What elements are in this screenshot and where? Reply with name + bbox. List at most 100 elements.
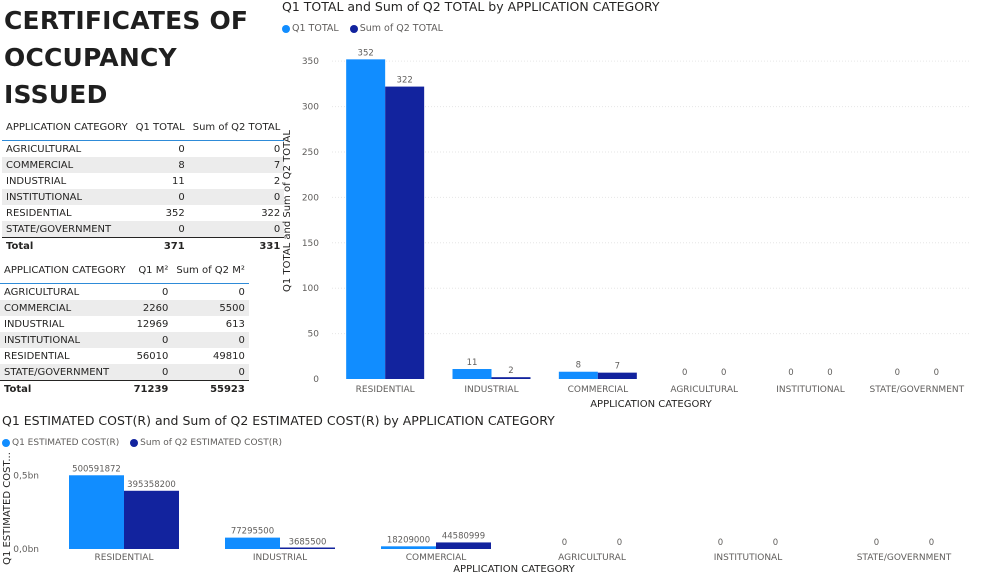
column-header[interactable]: Sum of Q2 TOTAL xyxy=(192,121,281,133)
x-tick-label: RESIDENTIAL xyxy=(95,553,154,563)
table-cell: 322 xyxy=(261,207,281,219)
table-cell: 0 xyxy=(238,334,245,346)
y-tick-label: 200 xyxy=(302,193,319,203)
table-row[interactable]: STATE/GOVERNMENT 0 0 xyxy=(2,221,285,238)
bar xyxy=(381,546,436,549)
legend-swatch xyxy=(282,24,290,33)
bar xyxy=(385,86,425,380)
y-tick-label: 300 xyxy=(302,103,319,113)
column-header[interactable]: APPLICATION CATEGORY xyxy=(4,264,126,276)
table-cell: 0 xyxy=(162,286,169,298)
legend-swatch xyxy=(349,24,358,33)
bar xyxy=(69,475,124,549)
table-row[interactable]: AGRICULTURAL 0 0 xyxy=(0,284,249,301)
table-cell: INDUSTRIAL xyxy=(6,175,67,187)
table-row[interactable]: AGRICULTURAL 0 0 xyxy=(2,141,284,158)
table-cell: INSTITUTIONAL xyxy=(4,334,81,346)
table-cell: INSTITUTIONAL xyxy=(6,191,83,203)
page-title: CERTIFICATES OF OCCUPANCY ISSUED xyxy=(4,2,264,113)
bar xyxy=(124,490,179,549)
data-label: 18209000 xyxy=(387,535,430,545)
data-label: 0 xyxy=(827,368,832,378)
page-title-line: OCCUPANCY xyxy=(4,43,177,72)
data-label: 77295500 xyxy=(231,527,274,537)
table-cell: STATE/GOVERNMENT xyxy=(6,223,112,235)
data-label: 0 xyxy=(874,538,879,548)
y-tick-label: 100 xyxy=(302,284,319,294)
legend-swatch xyxy=(130,439,139,447)
data-label: 0 xyxy=(934,368,939,378)
chart-legend: Q1 TOTAL Sum of Q2 TOTAL xyxy=(282,23,451,34)
legend-item[interactable]: Sum of Q2 TOTAL xyxy=(349,23,443,34)
data-label: 0 xyxy=(773,538,778,548)
column-header[interactable]: Sum of Q2 M² xyxy=(176,264,245,276)
table-row[interactable]: INDUSTRIAL 12969 613 xyxy=(0,316,249,332)
table-row[interactable]: COMMERCIAL 8 7 xyxy=(2,157,285,173)
data-label: 7 xyxy=(615,362,620,372)
data-label: 0 xyxy=(617,538,622,548)
bar xyxy=(436,542,491,549)
table-row[interactable]: RESIDENTIAL 352 322 xyxy=(2,205,284,221)
total-cell: 371 xyxy=(131,237,189,255)
x-tick-label: RESIDENTIAL xyxy=(356,385,415,395)
table-cell: AGRICULTURAL xyxy=(6,143,82,155)
data-label: 0 xyxy=(895,368,900,378)
x-tick-label: INSTITUTIONAL xyxy=(714,553,782,563)
x-tick-label: INDUSTRIAL xyxy=(464,385,518,395)
table-row[interactable]: INDUSTRIAL 11 2 xyxy=(2,173,284,189)
legend-item[interactable]: Q1 ESTIMATED COST(R) xyxy=(2,438,119,449)
x-axis-title: APPLICATION CATEGORY xyxy=(590,399,712,410)
page-title-line: CERTIFICATES OF xyxy=(4,6,249,35)
table-cell: 2 xyxy=(273,175,281,187)
data-label: 352 xyxy=(358,48,374,58)
x-tick-label: INDUSTRIAL xyxy=(253,553,307,563)
y-tick-label: 150 xyxy=(302,239,319,249)
data-label: 44580999 xyxy=(442,531,485,541)
table-header-row: APPLICATION CATEGORY Q1 TOTAL Sum of Q2 … xyxy=(2,114,285,141)
table-row[interactable]: COMMERCIAL 2260 5500 xyxy=(0,300,249,316)
y-axis-title: Q1 ESTIMATED COST... xyxy=(2,452,13,565)
table-cell: RESIDENTIAL xyxy=(4,350,70,362)
total-cell: Total xyxy=(2,237,132,255)
table-row[interactable]: RESIDENTIAL 56010 49810 xyxy=(0,348,249,364)
data-label: 500591872 xyxy=(72,464,121,474)
table-cell: 7 xyxy=(273,159,281,171)
table-row[interactable]: INSTITUTIONAL 0 0 xyxy=(0,332,249,348)
table-cell: 0 xyxy=(178,223,185,235)
y-tick-label: 0 xyxy=(313,375,319,385)
total-cell: 71239 xyxy=(129,380,173,398)
total-cell: Total xyxy=(0,380,130,398)
chart-title: Q1 ESTIMATED COST(R) and Sum of Q2 ESTIM… xyxy=(2,413,555,428)
data-label: 0 xyxy=(929,538,934,548)
data-label: 0 xyxy=(718,538,723,548)
bar xyxy=(280,547,335,549)
table-cell: 0 xyxy=(238,366,245,378)
column-header[interactable]: Q1 TOTAL xyxy=(135,121,185,133)
table-total-row: Total 371 331 xyxy=(2,237,285,255)
table-total-row: Total 71239 55923 xyxy=(0,380,249,398)
legend-item[interactable]: Q1 TOTAL xyxy=(282,23,339,34)
legend-item[interactable]: Sum of Q2 ESTIMATED COST(R) xyxy=(130,438,282,449)
table-cell: 2260 xyxy=(142,302,169,314)
column-header[interactable]: Q1 M² xyxy=(138,264,169,276)
y-axis-title: Q1 TOTAL and Sum of Q2 TOTAL xyxy=(282,130,293,292)
legend-label: Sum of Q2 ESTIMATED COST(R) xyxy=(140,438,283,448)
table-cell: 5500 xyxy=(219,302,245,314)
table-header-row: APPLICATION CATEGORY Q1 M² Sum of Q2 M² xyxy=(0,257,249,284)
table-cell: 56010 xyxy=(136,350,169,362)
legend-label: Q1 ESTIMATED COST(R) xyxy=(12,438,120,448)
table-row[interactable]: STATE/GOVERNMENT 0 0 xyxy=(0,364,249,381)
bar xyxy=(597,372,637,379)
table-cell: 12969 xyxy=(136,318,169,330)
chart-legend: Q1 ESTIMATED COST(R) Sum of Q2 ESTIMATED… xyxy=(2,438,290,449)
table-row[interactable]: INSTITUTIONAL 0 0 xyxy=(2,189,285,205)
total-cell: 55923 xyxy=(172,380,249,398)
table-cell: 0 xyxy=(273,191,281,203)
data-label: 8 xyxy=(576,361,581,371)
column-header[interactable]: APPLICATION CATEGORY xyxy=(6,121,128,133)
table-cell: 0 xyxy=(238,286,245,298)
table-cell: RESIDENTIAL xyxy=(6,207,72,219)
data-label: 2 xyxy=(508,366,513,376)
area-table: APPLICATION CATEGORY Q1 M² Sum of Q2 M² … xyxy=(0,257,249,398)
data-label: 0 xyxy=(721,368,726,378)
